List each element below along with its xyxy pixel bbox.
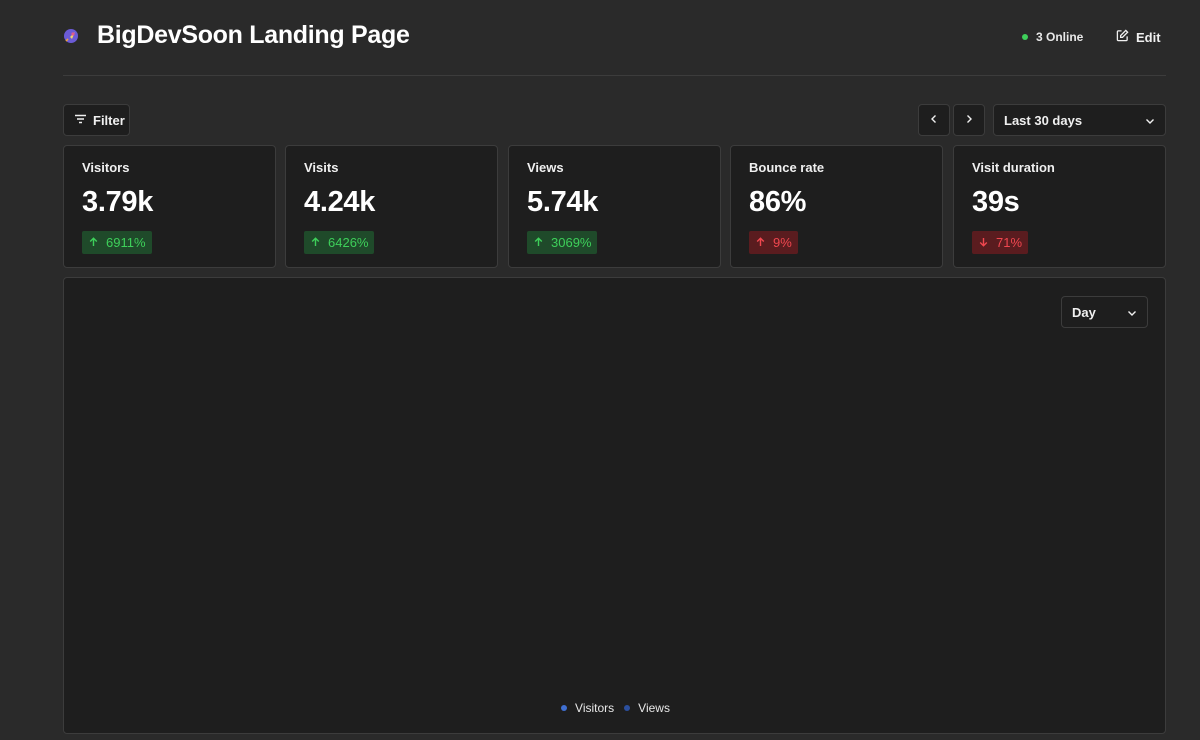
metric-change-badge: 71% [972, 231, 1029, 254]
rocket-logo-icon [63, 28, 79, 44]
metric-change-badge: 3069% [527, 231, 598, 254]
arrow-up-icon [756, 235, 773, 250]
arrow-up-icon [311, 235, 328, 250]
filter-button-label: Filter [93, 112, 125, 128]
next-period-button[interactable] [953, 104, 985, 136]
metric-value: 5.74k [527, 186, 599, 218]
page-title: BigDevSoon Landing Page [97, 21, 410, 49]
metric-change-value: 71% [996, 235, 1023, 250]
chevron-down-icon [1127, 305, 1137, 320]
chart-plot-area [82, 340, 1148, 690]
arrow-up-icon [89, 235, 106, 250]
dashboard-page: BigDevSoon Landing Page 3 Online Edit Fi… [63, 0, 1166, 740]
page-header: BigDevSoon Landing Page 3 Online Edit [63, 0, 1166, 76]
online-count: 3 Online [1036, 30, 1084, 44]
arrow-down-icon [979, 235, 996, 250]
metric-card-visitors[interactable]: Visitors 3.79k 6911% [63, 145, 276, 268]
metric-card-visits[interactable]: Visits 4.24k 6426% [285, 145, 498, 268]
interval-value: Day [1072, 304, 1096, 320]
chevron-down-icon [1145, 113, 1155, 128]
previous-period-button[interactable] [918, 104, 950, 136]
filter-button[interactable]: Filter [63, 104, 130, 136]
arrow-up-icon [534, 235, 551, 250]
metric-label: Bounce rate [749, 160, 825, 175]
edit-button[interactable]: Edit [1106, 22, 1171, 52]
legend-label: Views [638, 701, 670, 715]
chart-legend: Visitors Views [64, 698, 1167, 718]
legend-swatch [624, 705, 631, 711]
edit-button-label: Edit [1136, 29, 1161, 45]
metric-change-badge: 6911% [82, 231, 152, 254]
legend-item-views[interactable]: Views [624, 701, 670, 715]
online-status-dot [1022, 34, 1028, 40]
chevron-right-icon [965, 111, 973, 129]
edit-icon [1116, 29, 1136, 45]
chevron-left-icon [930, 111, 938, 129]
metric-card-views[interactable]: Views 5.74k 3069% [508, 145, 721, 268]
date-range-select[interactable]: Last 30 days [993, 104, 1166, 136]
metric-label: Visits [304, 160, 339, 175]
metric-label: Views [527, 160, 564, 175]
online-indicator: 3 Online [1022, 28, 1083, 46]
metric-label: Visitors [82, 160, 130, 175]
metric-label: Visit duration [972, 160, 1055, 175]
metric-card-visit-duration[interactable]: Visit duration 39s 71% [953, 145, 1166, 268]
filter-lines-icon [74, 113, 93, 128]
metric-value: 4.24k [304, 186, 376, 218]
metric-change-value: 6426% [328, 235, 369, 250]
interval-select[interactable]: Day [1061, 296, 1148, 328]
metric-change-value: 6911% [106, 235, 146, 250]
legend-label: Visitors [575, 701, 615, 715]
date-range-value: Last 30 days [1004, 112, 1083, 128]
metric-change-badge: 9% [749, 231, 798, 254]
legend-item-visitors[interactable]: Visitors [561, 701, 614, 715]
metric-card-bounce-rate[interactable]: Bounce rate 86% 9% [730, 145, 943, 268]
metric-value: 39s [972, 186, 1020, 218]
metric-change-value: 9% [773, 235, 792, 250]
metric-change-value: 3069% [551, 235, 592, 250]
chart-panel: Day Visitors Views [63, 277, 1166, 734]
legend-swatch [561, 705, 568, 711]
metric-value: 86% [749, 186, 807, 218]
metric-change-badge: 6426% [304, 231, 375, 254]
metric-value: 3.79k [82, 186, 154, 218]
